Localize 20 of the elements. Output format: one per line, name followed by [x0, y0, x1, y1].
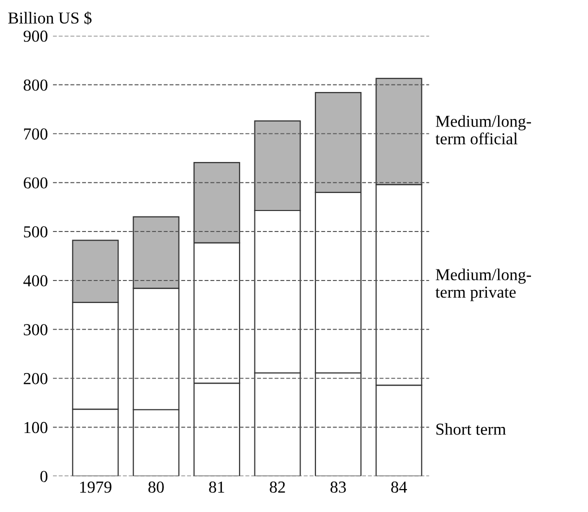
y-tick-label: 200 — [24, 373, 48, 384]
y-tick-label: 400 — [23, 275, 48, 286]
x-tick-label: 80 — [148, 482, 164, 493]
x-tick-label: 1979 — [80, 482, 112, 493]
y-tick-label: 300 — [24, 324, 48, 336]
x-tick-label: 81 — [209, 482, 224, 493]
y-tick-label: 500 — [24, 226, 48, 238]
y-tick-label: 600 — [24, 177, 48, 189]
y-tick-label: 100 — [24, 422, 48, 434]
y-tick-label: 800 — [24, 79, 48, 91]
y-tick-label: 700 — [24, 128, 48, 140]
y-tick-label: 0 — [40, 470, 48, 482]
x-tick-label: 84 — [391, 482, 407, 493]
y-axis-title: Billion US $ — [8, 11, 92, 25]
y-tick-label: 900 — [24, 30, 48, 42]
x-tick-label: 82 — [270, 482, 285, 493]
series-label: Short term — [436, 423, 506, 435]
x-tick-label: 83 — [330, 482, 346, 493]
series-label: Medium/long- term official — [435, 115, 531, 144]
series-label: Medium/long- term private — [435, 268, 531, 302]
